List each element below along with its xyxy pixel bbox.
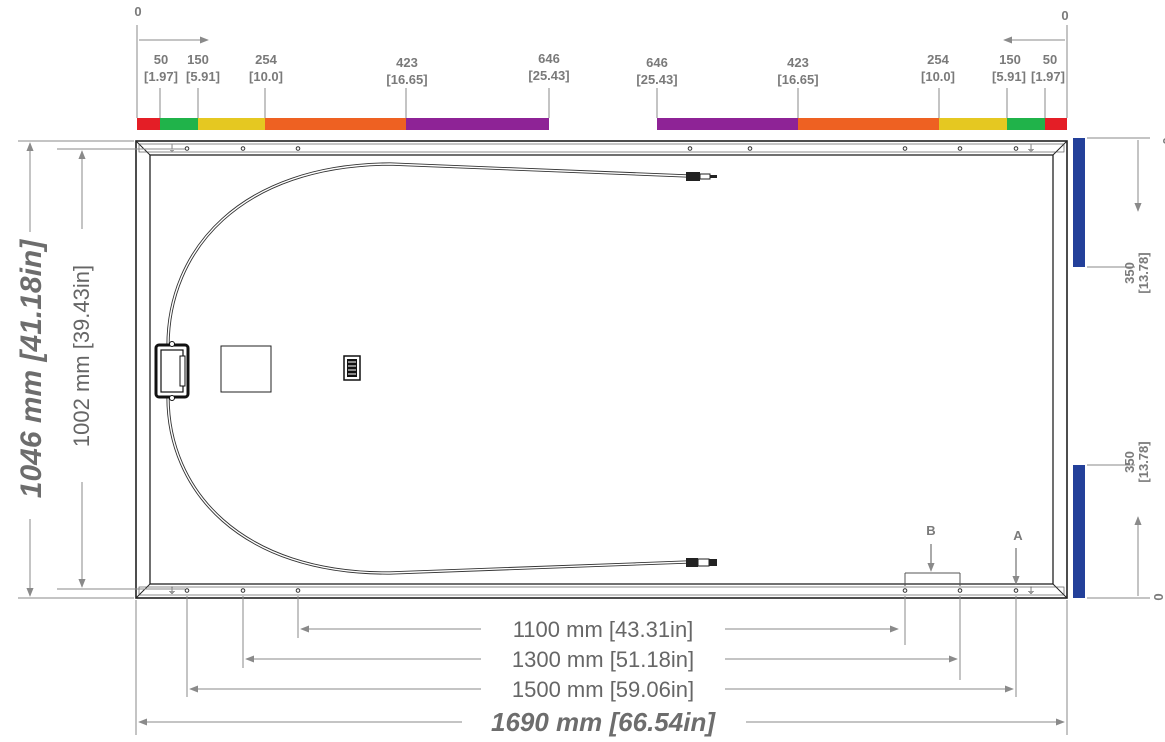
side-top-mm: 350 bbox=[1122, 262, 1137, 284]
svg-text:⏚: ⏚ bbox=[1026, 586, 1035, 597]
side-bottom-in: [13.78] bbox=[1136, 441, 1151, 482]
left-band-423 bbox=[265, 118, 406, 130]
left-band-50 bbox=[137, 118, 160, 130]
right-origin-label: 0 bbox=[1061, 8, 1068, 23]
right-band-50 bbox=[1045, 118, 1067, 130]
hole-marker-a: A bbox=[1012, 528, 1023, 585]
svg-text:⏚: ⏚ bbox=[1026, 144, 1035, 155]
hole-marker-b: B bbox=[904, 523, 961, 586]
height-inner-label: 1002 mm [39.43in] bbox=[69, 265, 94, 447]
right-scale-mm-254: 254 bbox=[927, 52, 949, 67]
side-band-top bbox=[1073, 138, 1085, 267]
svg-text:⏚: ⏚ bbox=[167, 586, 176, 597]
left-scale-in-423: [16.65] bbox=[386, 72, 427, 87]
marker-b-label: B bbox=[926, 523, 935, 538]
left-origin-label: 0 bbox=[134, 4, 141, 19]
marker-a-label: A bbox=[1013, 528, 1023, 543]
left-scale-mm-150: 150 bbox=[187, 52, 209, 67]
right-band-646 bbox=[657, 118, 798, 130]
left-scale-mm-50: 50 bbox=[154, 52, 168, 67]
left-scale-in-150: [5.91] bbox=[186, 69, 220, 84]
left-band-646 bbox=[406, 118, 549, 130]
junction-cables bbox=[166, 162, 689, 575]
left-scale-in-254: [10.0] bbox=[249, 69, 283, 84]
right-scale-in-150: [5.91] bbox=[992, 69, 1026, 84]
left-scale-in-646: [25.43] bbox=[528, 68, 569, 83]
width-1100-label: 1100 mm [43.31in] bbox=[513, 617, 694, 642]
bottom-connector bbox=[686, 558, 717, 567]
side-top-origin-label: 0 bbox=[1160, 137, 1165, 144]
right-scale-mm-150: 150 bbox=[999, 52, 1021, 67]
height-outer-label: 1046 mm [41.18in] bbox=[15, 239, 48, 498]
left-mounting-scale: 0 50 [1.97] 150 [5.91] 254 [10.0] 423 [1… bbox=[134, 4, 570, 130]
top-connector bbox=[686, 172, 717, 181]
left-band-150 bbox=[160, 118, 198, 130]
left-scale-mm-646: 646 bbox=[538, 51, 560, 66]
right-scale-mm-423: 423 bbox=[787, 55, 809, 70]
side-band-bottom bbox=[1073, 465, 1085, 598]
side-bottom-mm: 350 bbox=[1122, 451, 1137, 473]
panel-frame bbox=[135, 140, 1068, 599]
side-mounting-scale: 0 0 350 [13.78] 350 [13.78] bbox=[1073, 137, 1165, 601]
height-inner-dimension: 1002 mm [39.43in] bbox=[57, 148, 185, 590]
width-1500-dimension: 1500 mm [59.06in] bbox=[186, 596, 1017, 702]
right-scale-mm-646: 646 bbox=[646, 55, 668, 70]
right-scale-in-646: [25.43] bbox=[636, 72, 677, 87]
side-bottom-origin-label: 0 bbox=[1151, 593, 1165, 600]
barcode-sticker bbox=[343, 355, 361, 381]
left-scale-mm-254: 254 bbox=[255, 52, 277, 67]
right-band-423 bbox=[798, 118, 939, 130]
right-scale-in-50: [1.97] bbox=[1031, 69, 1065, 84]
junction-box bbox=[154, 341, 190, 401]
height-outer-dimension: 1046 mm [41.18in] bbox=[15, 140, 134, 599]
label-plate bbox=[220, 345, 272, 393]
bottom-mounting-holes: ⏚ ⏚ bbox=[167, 586, 1035, 597]
right-band-254 bbox=[939, 118, 1007, 130]
width-1300-dimension: 1300 mm [51.18in] bbox=[242, 596, 961, 680]
right-scale-mm-50: 50 bbox=[1043, 52, 1057, 67]
left-band-254 bbox=[198, 118, 265, 130]
width-1100-dimension: 1100 mm [43.31in] bbox=[297, 596, 906, 645]
width-outer-label: 1690 mm [66.54in] bbox=[491, 707, 716, 737]
right-mounting-scale: 0 646 [25.43] 423 [16.65] 254 [10.0] 150… bbox=[636, 8, 1069, 130]
right-scale-in-254: [10.0] bbox=[921, 69, 955, 84]
width-1500-label: 1500 mm [59.06in] bbox=[512, 677, 694, 702]
left-scale-mm-423: 423 bbox=[396, 55, 418, 70]
right-scale-in-423: [16.65] bbox=[777, 72, 818, 87]
width-1300-label: 1300 mm [51.18in] bbox=[512, 647, 694, 672]
side-top-in: [13.78] bbox=[1136, 252, 1151, 293]
right-band-150 bbox=[1007, 118, 1045, 130]
width-outer-dimension: 1690 mm [66.54in] bbox=[135, 600, 1068, 737]
left-scale-in-50: [1.97] bbox=[144, 69, 178, 84]
